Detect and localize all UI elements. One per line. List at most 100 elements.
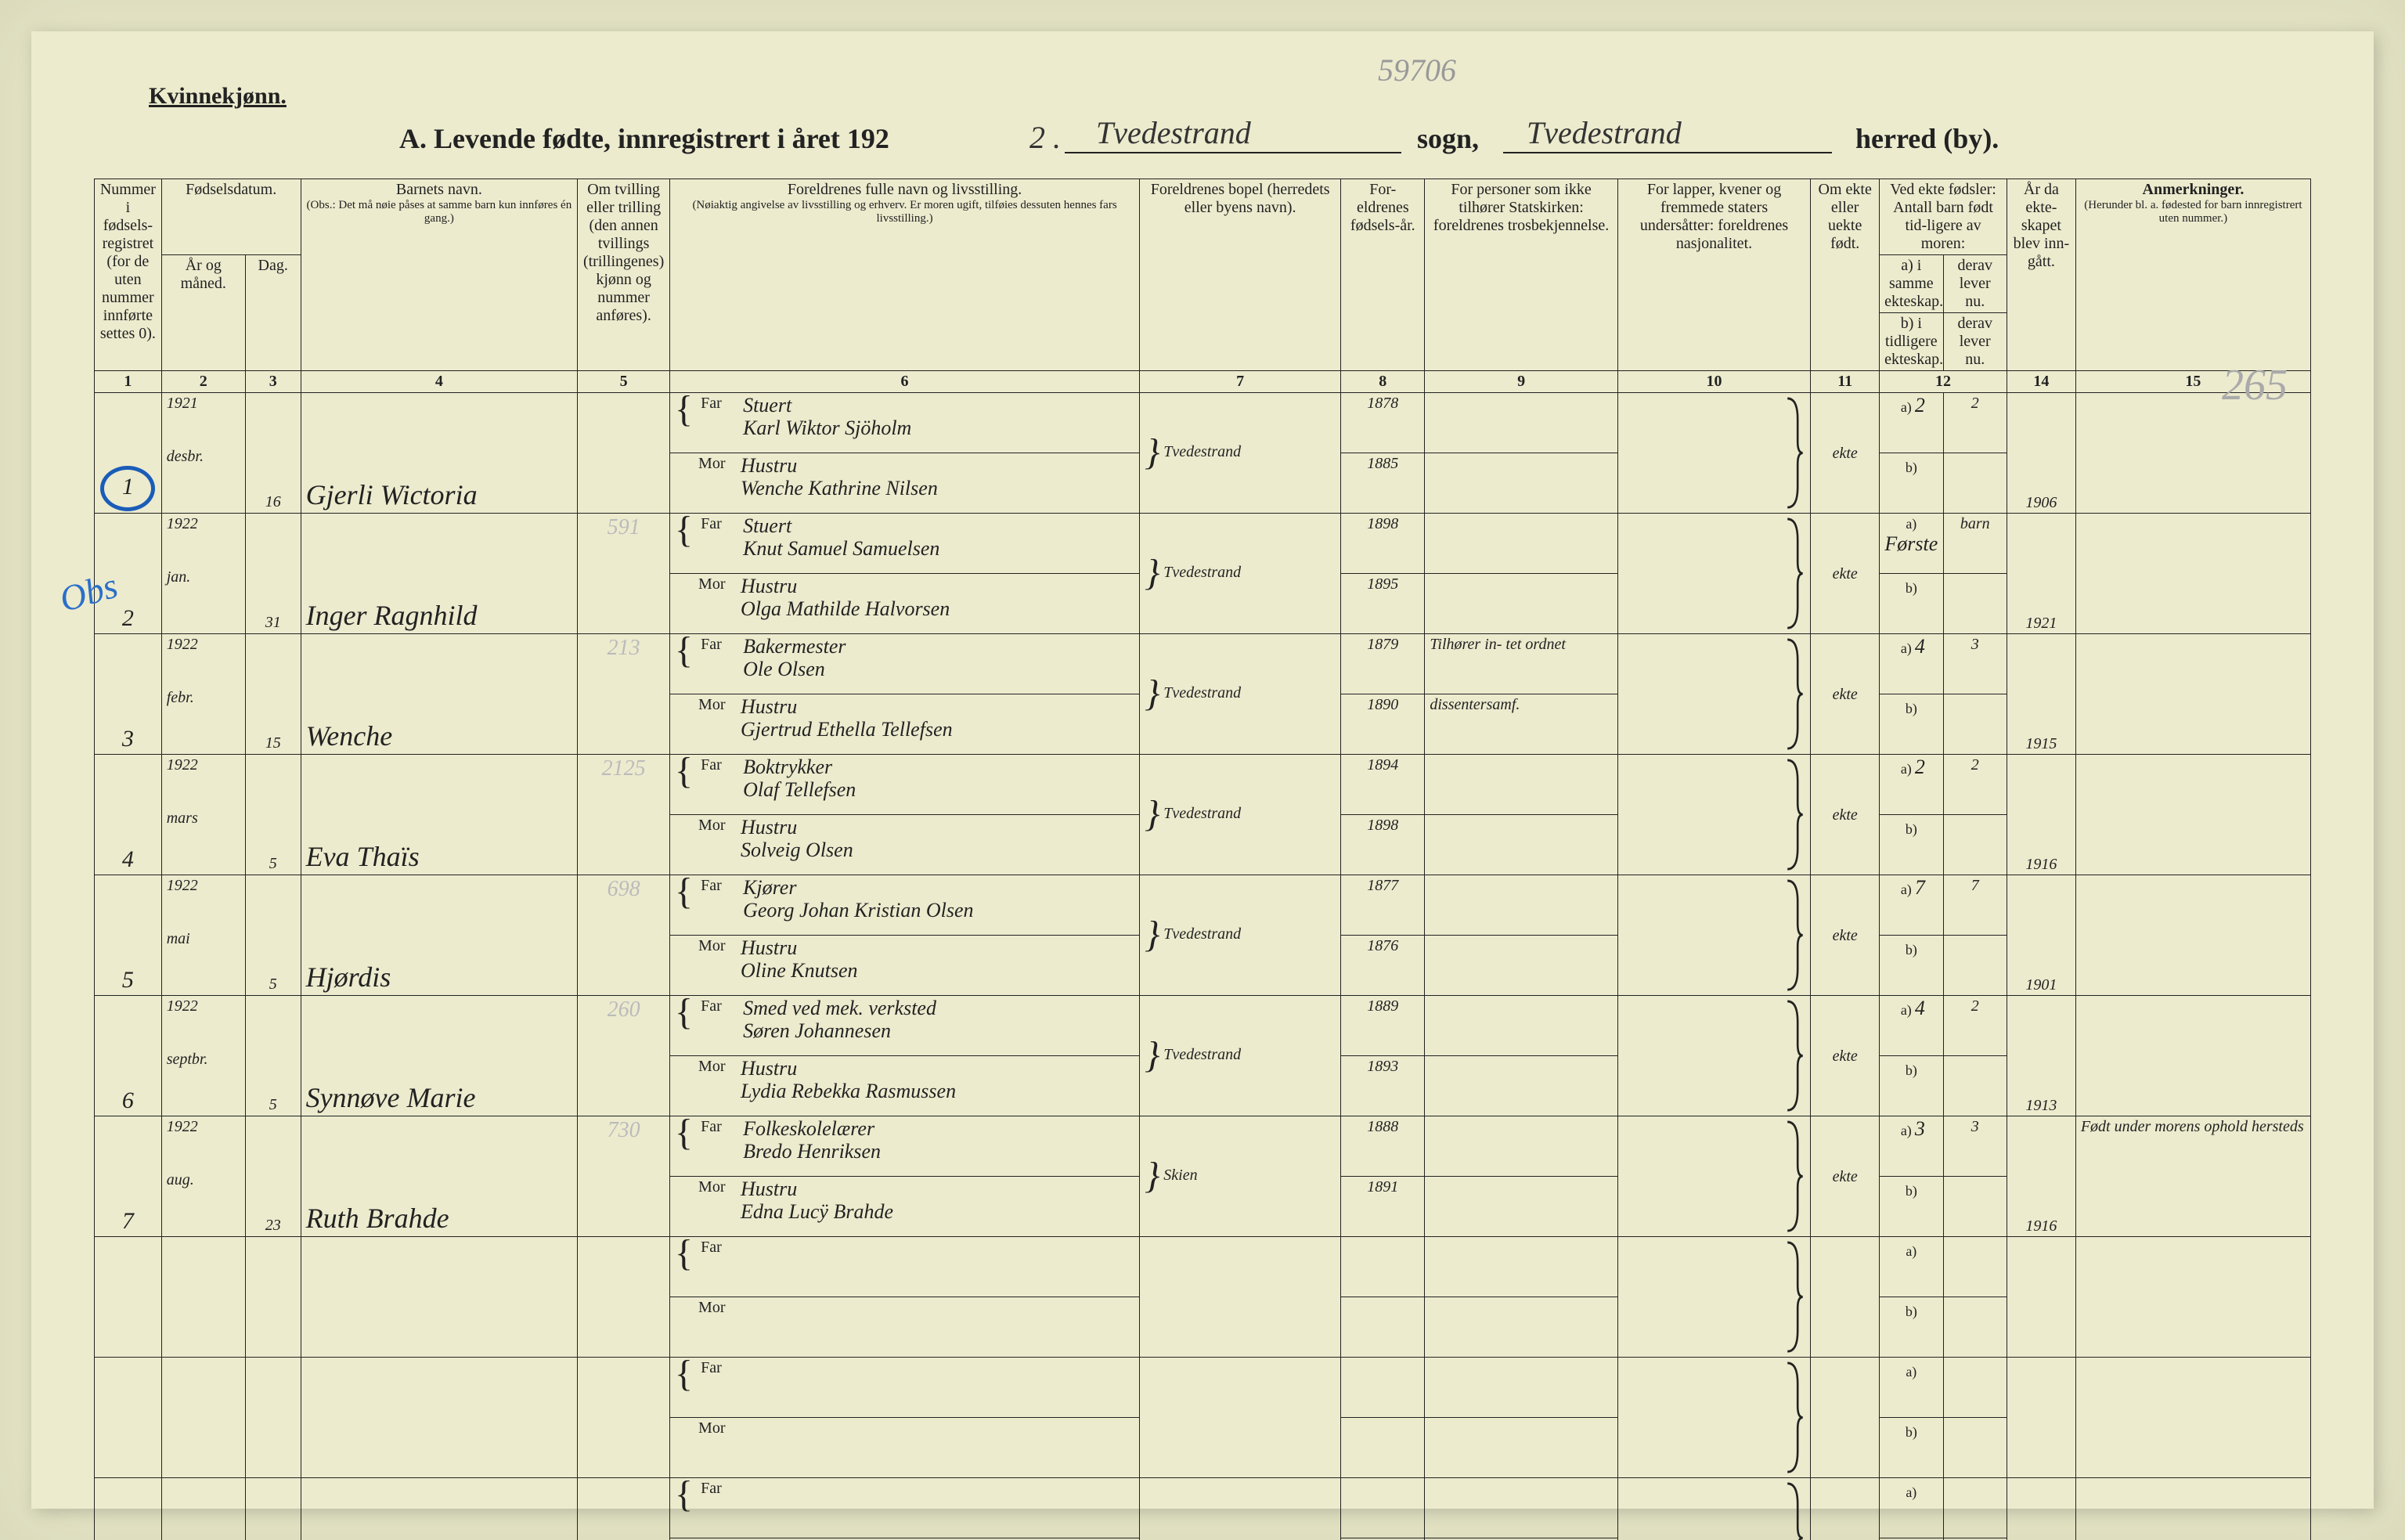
cell-12a: a)Første — [1880, 514, 1943, 574]
b-label: b) — [1902, 460, 1920, 476]
mor-name: Edna Lucÿ Brahde — [741, 1201, 893, 1224]
mor-name: Oline Knutsen — [741, 960, 858, 983]
brace-right-icon: } — [1145, 793, 1159, 835]
cell-c9-bot: dissentersamf. — [1425, 694, 1617, 755]
cell-day: 5 — [245, 996, 301, 1116]
cell-12b: b) — [1880, 1418, 1943, 1478]
cell-far: { Far StuertKarl Wiktor Sjöholm — [670, 393, 1140, 453]
cell-c9-bot — [1425, 1056, 1617, 1116]
cell-marriage-year: 1916 — [2007, 755, 2075, 875]
cell-num — [95, 1478, 162, 1540]
far-occupation: Boktrykker — [743, 756, 856, 779]
far-occupation: Kjører — [743, 877, 973, 900]
table-row: { Far a) — [95, 1358, 2311, 1418]
cell-child-name — [301, 1237, 578, 1358]
birth-year: 1922 — [167, 877, 240, 894]
brace-left-icon: { — [675, 997, 693, 1042]
cell-year-month: 1922 mars — [161, 755, 245, 875]
cell-far: { Far Smed ved mek. verkstedSøren Johann… — [670, 996, 1140, 1056]
brace-left-icon: { — [675, 756, 693, 801]
hdr-col2-top: Fødselsdatum. — [161, 179, 301, 255]
herred-value: Tvedestrand — [1527, 114, 1682, 151]
cell-ekte: ekte — [1811, 514, 1880, 634]
table-row: 5 1922 mai 5 Hjørdis 698 { Far KjørerGeo… — [95, 875, 2311, 936]
bopel-value: Skien — [1163, 1167, 1197, 1184]
cell-far-year: 1877 — [1341, 875, 1425, 936]
far-occupation: Bakermester — [743, 636, 846, 658]
hdr-col2b: Dag. — [245, 255, 301, 371]
cell-child-name: Hjørdis — [301, 875, 578, 996]
cell-day: 5 — [245, 875, 301, 996]
cell-12a-live — [1943, 1478, 2007, 1538]
far-occupation: Folkeskolelærer — [743, 1118, 881, 1141]
cell-child-name: Gjerli Wictoria — [301, 393, 578, 514]
mor-label: Mor — [698, 455, 733, 500]
brace-right-icon: } — [1145, 673, 1159, 714]
b-label: b) — [1902, 580, 1920, 597]
mor-text: HustruLydia Rebekka Rasmussen — [741, 1058, 956, 1102]
cell-far: { Far FolkeskolelærerBredo Henriksen — [670, 1116, 1140, 1177]
cell-num: 6 — [95, 996, 162, 1116]
val-12a: 2 — [1915, 394, 1925, 417]
cell-day: 23 — [245, 1116, 301, 1237]
hdr-col11: Om ekte eller uekte født. — [1811, 179, 1880, 371]
hdr-col6: Foreldrenes fulle navn og livsstilling. … — [670, 179, 1140, 371]
far-name: Olaf Tellefsen — [743, 779, 856, 802]
mor-label: Mor — [698, 575, 733, 620]
far-name: Karl Wiktor Sjöholm — [743, 417, 911, 440]
brace-col10-icon — [1783, 637, 1804, 751]
bopel-value: Tvedestrand — [1163, 564, 1241, 581]
cell-12a: a)3 — [1880, 1116, 1943, 1177]
pencil-annotation-side: 265 — [2222, 360, 2288, 410]
table-row: 4 1922 mars 5 Eva Thaïs 2125 { Far Boktr… — [95, 755, 2311, 815]
brace-left-icon: { — [675, 515, 693, 560]
cell-12b: b) — [1880, 694, 1943, 755]
cell-child-name: Inger Ragnhild — [301, 514, 578, 634]
cell-marriage-year: 1916 — [2007, 1116, 2075, 1237]
b-label: b) — [1902, 1062, 1920, 1079]
birth-month: mai — [167, 930, 240, 947]
cell-day — [245, 1358, 301, 1478]
brace-left-icon: { — [675, 395, 693, 439]
b-label: b) — [1902, 821, 1920, 838]
cell-12a-live: 2 — [1943, 393, 2007, 453]
title-row: A. Levende fødte, innregistrert i året 1… — [94, 117, 2311, 174]
mor-text: HustruOlga Mathilde Halvorsen — [741, 575, 950, 620]
mor-label: Mor — [698, 817, 733, 861]
hdr-col12-top: Ved ekte fødsler: Antall barn født tid-l… — [1880, 179, 2007, 255]
cell-c10 — [1617, 1237, 1810, 1358]
cell-marriage-year: 1921 — [2007, 514, 2075, 634]
cell-c10 — [1617, 996, 1810, 1116]
birth-month: septbr. — [167, 1051, 240, 1068]
hdr-col13: År da ekte-skapet blev inn-gått. — [2007, 179, 2075, 371]
cell-12b: b) — [1880, 815, 1943, 875]
cell-day: 16 — [245, 393, 301, 514]
cell-mor-year — [1341, 1418, 1425, 1478]
cell-marriage-year: 1906 — [2007, 393, 2075, 514]
cell-c9-top — [1425, 996, 1617, 1056]
cell-year-month: 1922 mai — [161, 875, 245, 996]
spacer — [675, 575, 690, 620]
cell-12a-live: 2 — [1943, 755, 2007, 815]
mor-occupation: Hustru — [741, 696, 953, 719]
cell-far: { Far — [670, 1358, 1140, 1418]
cell-far-year: 1878 — [1341, 393, 1425, 453]
table-row: 1 1921 desbr. 16 Gjerli Wictoria { Far S… — [95, 393, 2311, 453]
cell-c9-top — [1425, 875, 1617, 936]
ledger-thead: Nummer i fødsels-registret (for de uten … — [95, 179, 2311, 393]
far-label: Far — [701, 877, 735, 921]
cell-mor-year: 1898 — [1341, 815, 1425, 875]
mor-name: Wenche Kathrine Nilsen — [741, 478, 938, 500]
cell-12a-live — [1943, 1237, 2007, 1297]
cell-marriage-year — [2007, 1358, 2075, 1478]
cell-anm — [2075, 393, 2310, 514]
brace-right-icon: } — [1145, 431, 1159, 473]
hdr-col7: Foreldrenes bopel (herredets eller byens… — [1140, 179, 1341, 371]
cell-12b-live — [1943, 694, 2007, 755]
cell-bopel: } Tvedestrand — [1140, 393, 1341, 514]
cell-12b-live — [1943, 815, 2007, 875]
cell-12b: b) — [1880, 453, 1943, 514]
cell-12b-live — [1943, 1297, 2007, 1358]
cell-mor-year: 1890 — [1341, 694, 1425, 755]
brace-col10-icon — [1783, 758, 1804, 871]
